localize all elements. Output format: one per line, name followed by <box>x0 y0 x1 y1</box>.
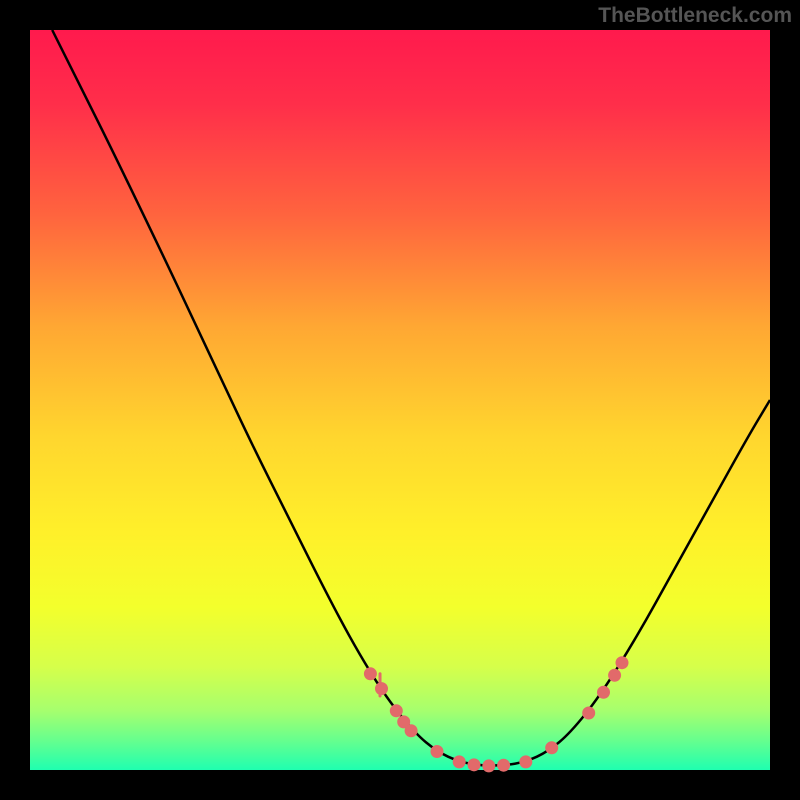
data-marker <box>546 742 558 754</box>
data-marker <box>483 760 495 772</box>
data-marker <box>468 759 480 771</box>
data-marker <box>453 756 465 768</box>
data-marker <box>498 759 510 771</box>
data-marker <box>598 686 610 698</box>
watermark-text: TheBottleneck.com <box>598 4 792 28</box>
plot-background <box>30 30 770 770</box>
data-marker <box>431 746 443 758</box>
chart-svg <box>0 0 800 800</box>
data-marker <box>609 669 621 681</box>
data-marker <box>405 725 417 737</box>
data-marker <box>520 756 532 768</box>
data-marker <box>376 683 388 695</box>
data-marker <box>583 707 595 719</box>
data-marker <box>364 668 376 680</box>
chart-container: { "watermark": { "text": "TheBottleneck.… <box>0 0 800 800</box>
data-marker <box>390 705 402 717</box>
data-marker <box>616 657 628 669</box>
